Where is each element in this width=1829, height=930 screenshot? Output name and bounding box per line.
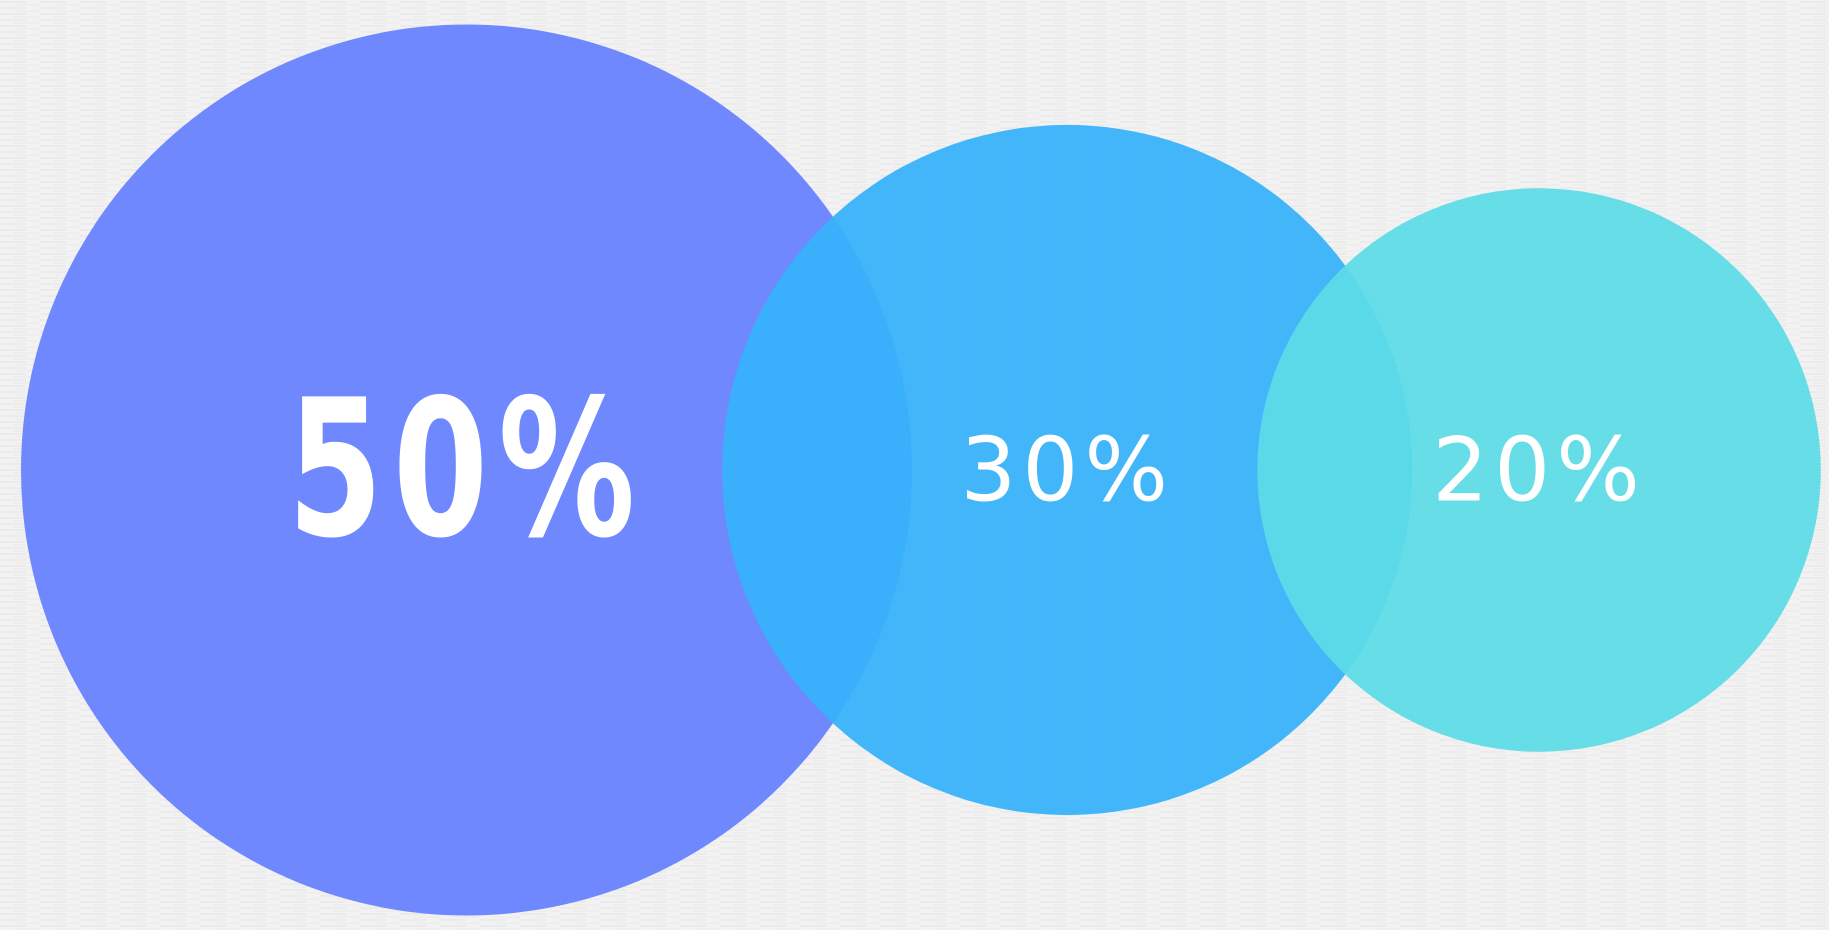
bubble: [21, 24, 912, 916]
labels: 50% 30% 20%: [288, 359, 1646, 581]
bubbles: [21, 24, 1821, 916]
value-label: 20%: [1432, 419, 1646, 522]
bubble: [722, 124, 1413, 816]
value-label: 30%: [960, 419, 1174, 522]
value-label: 50%: [288, 359, 646, 581]
bubble: [1257, 188, 1821, 752]
